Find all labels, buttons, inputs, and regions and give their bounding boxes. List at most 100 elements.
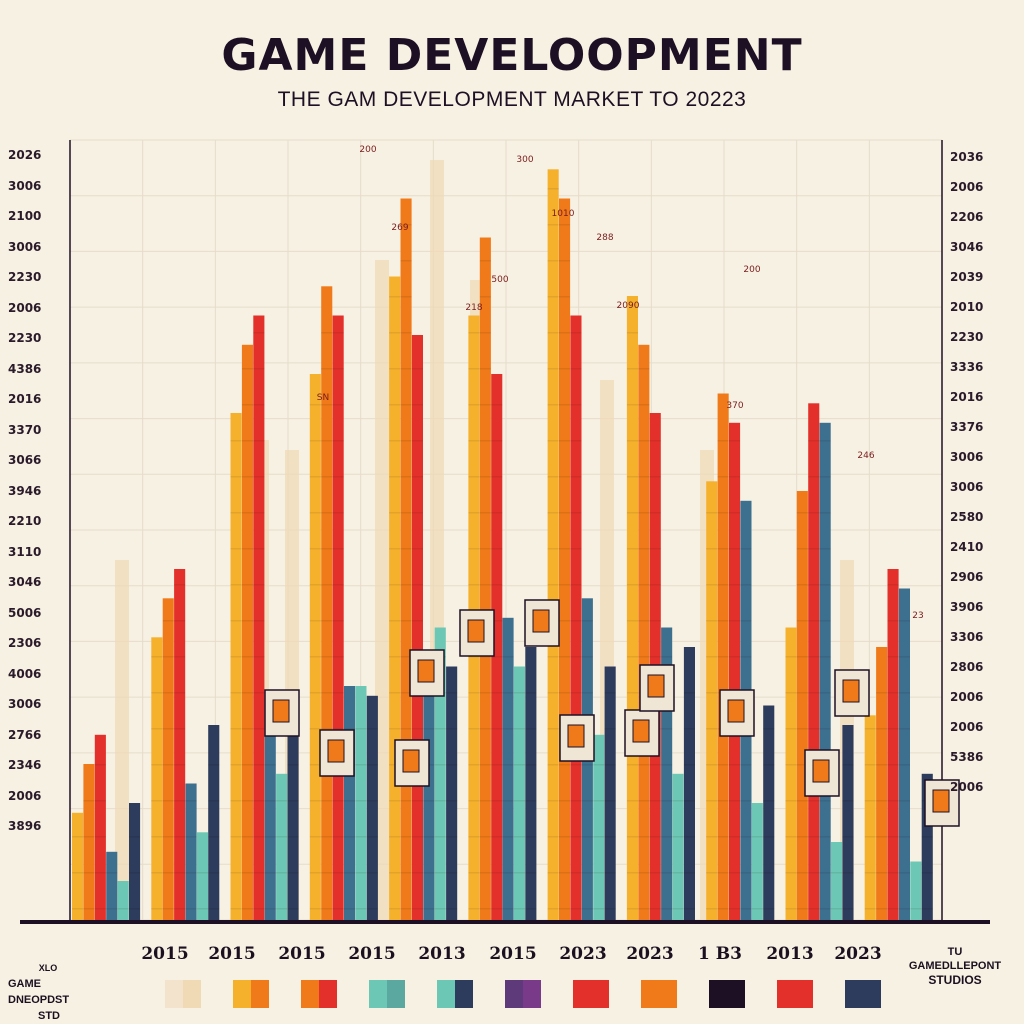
building-window <box>567 724 585 748</box>
bar-stripe <box>706 512 718 514</box>
bar-stripe <box>898 872 910 874</box>
bar-stripe <box>525 692 537 694</box>
bar-stripe <box>321 548 333 550</box>
bar-stripe <box>864 908 876 910</box>
bar-stripe <box>321 692 333 694</box>
bar-stripe <box>332 476 344 478</box>
bar-stripe <box>729 476 741 478</box>
bar-stripe <box>819 512 831 514</box>
building-window <box>532 609 550 633</box>
bar-stripe <box>106 872 118 874</box>
bar-stripe <box>185 908 197 910</box>
bar-stripe <box>309 692 321 694</box>
y-tick-left: 3946 <box>8 483 42 498</box>
y-tick-right: 3046 <box>950 240 984 254</box>
bar-stripe <box>434 800 446 802</box>
bar-stripe <box>423 908 435 910</box>
bar-stripe <box>785 656 797 658</box>
legend-swatch <box>777 980 813 1008</box>
bar-stripe <box>559 872 571 874</box>
bar-stripe <box>581 692 593 694</box>
bar-stripe <box>796 584 808 586</box>
bar-stripe <box>683 908 695 910</box>
bar-stripe <box>253 476 265 478</box>
bar-stripe <box>593 836 605 838</box>
bar-stripe <box>683 836 695 838</box>
y-tick-left: 2306 <box>8 636 42 650</box>
bar-stripe <box>502 692 514 694</box>
bar-stripe <box>491 620 503 622</box>
bar-stripe <box>411 440 423 442</box>
bar-stripe <box>785 836 797 838</box>
bar-stripe <box>434 728 446 730</box>
corner-left-label: XLO GAME DNEOPDST STD <box>8 960 88 1024</box>
bar-stripe <box>241 584 253 586</box>
bar-stripe <box>661 908 673 910</box>
bar-stripe <box>729 800 741 802</box>
bar-stripe <box>253 368 265 370</box>
bar <box>706 481 718 921</box>
bar-stripe <box>502 872 514 874</box>
bar <box>151 637 163 921</box>
bar-stripe <box>864 764 876 766</box>
bar-stripe <box>468 584 480 586</box>
bar-stripe <box>559 908 571 910</box>
bar-stripe <box>547 764 559 766</box>
bar <box>94 734 106 921</box>
bar-stripe <box>547 548 559 550</box>
bar-stripe <box>706 908 718 910</box>
bar <box>162 598 174 921</box>
bar-stripe <box>887 908 899 910</box>
bar-stripe <box>321 512 333 514</box>
bar-stripe <box>230 656 242 658</box>
bar-stripe <box>491 584 503 586</box>
bar-stripe <box>921 872 933 874</box>
bar <box>570 315 582 920</box>
bar-stripe <box>559 224 571 226</box>
bar <box>423 666 435 920</box>
legend-swatch <box>165 980 201 1008</box>
bar <box>276 773 288 921</box>
bar-stripe <box>185 836 197 838</box>
bar-stripe <box>502 728 514 730</box>
y-tick-right: 5386 <box>950 750 984 764</box>
bar <box>683 647 695 920</box>
bar-stripe <box>570 512 582 514</box>
bar <box>717 393 729 920</box>
bar-stripe <box>276 908 288 910</box>
bar-stripe <box>559 764 571 766</box>
bar-stripe <box>740 548 752 550</box>
bar-stripe <box>626 836 638 838</box>
bar-stripe <box>831 872 843 874</box>
bar <box>910 861 922 920</box>
bar-stripe <box>389 368 401 370</box>
bar-stripe <box>842 872 854 874</box>
bar-stripe <box>355 800 367 802</box>
bar-stripe <box>468 692 480 694</box>
bar-stripe <box>649 620 661 622</box>
bar-stripe <box>898 656 910 658</box>
bar-stripe <box>547 332 559 334</box>
bar-stripe <box>910 908 922 910</box>
y-tick-right: 2006 <box>950 690 984 704</box>
bar-stripe <box>174 728 186 730</box>
bar-stripe <box>796 800 808 802</box>
x-tick-label: 2015 <box>489 944 537 964</box>
bar-stripe <box>400 332 412 334</box>
bar-stripe <box>785 800 797 802</box>
bar-stripe <box>796 548 808 550</box>
bar-stripe <box>389 332 401 334</box>
bar-stripe <box>819 836 831 838</box>
bar-stripe <box>638 764 650 766</box>
bar-stripe <box>230 620 242 622</box>
bar-stripe <box>479 296 491 298</box>
bar-stripe <box>513 764 525 766</box>
bar-stripe <box>174 800 186 802</box>
bar-stripe <box>491 908 503 910</box>
bar <box>106 851 118 921</box>
legend-swatch <box>505 980 541 1008</box>
y-tick-left: 2026 <box>8 148 42 162</box>
bar-stripe <box>321 800 333 802</box>
bar-stripe <box>321 656 333 658</box>
bar-stripe <box>321 584 333 586</box>
